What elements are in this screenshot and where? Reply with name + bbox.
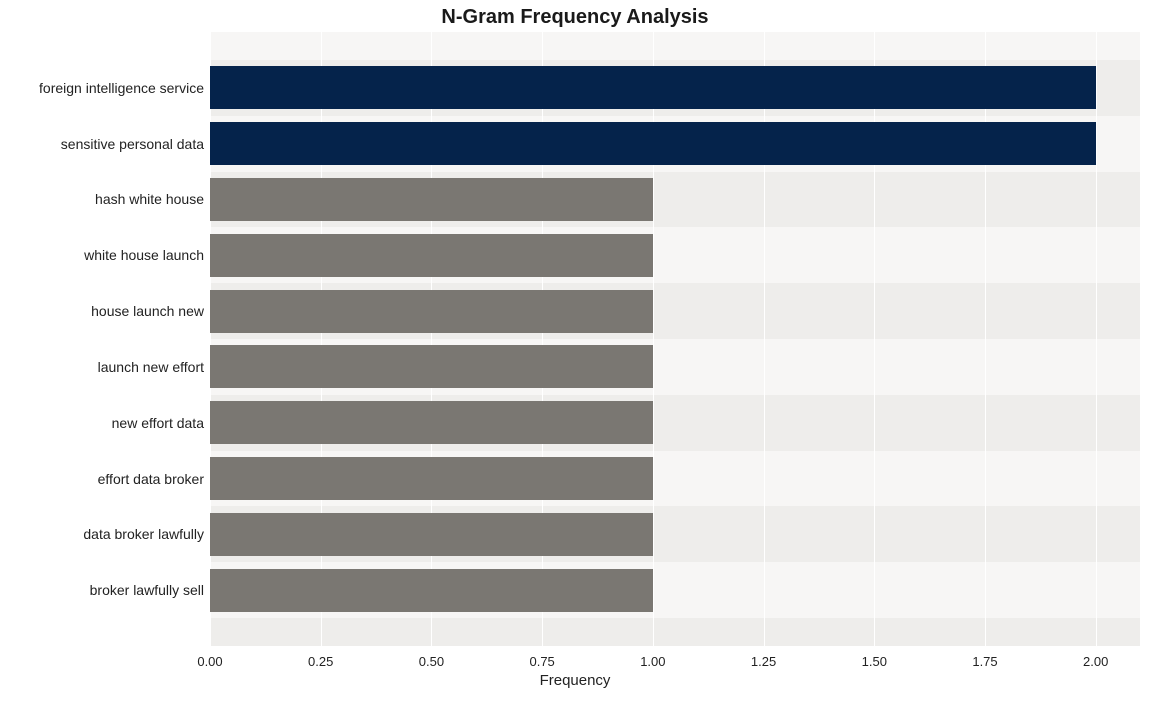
y-tick-label: broker lawfully sell: [90, 582, 204, 598]
x-tick-label: 1.00: [640, 654, 665, 669]
bar: [210, 569, 653, 612]
x-tick-label: 0.50: [419, 654, 444, 669]
bar: [210, 401, 653, 444]
y-tick-label: launch new effort: [98, 359, 204, 375]
chart-title: N-Gram Frequency Analysis: [0, 6, 1150, 29]
x-tick-label: 1.50: [862, 654, 887, 669]
bar: [210, 345, 653, 388]
x-tick-label: 0.25: [308, 654, 333, 669]
row-band: [210, 618, 1140, 646]
y-tick-label: foreign intelligence service: [39, 80, 204, 96]
bar: [210, 234, 653, 277]
bar: [210, 66, 1096, 109]
ngram-frequency-chart: N-Gram Frequency Analysis Frequency 0.00…: [0, 0, 1150, 701]
x-tick-label: 1.25: [751, 654, 776, 669]
bar: [210, 178, 653, 221]
y-tick-label: data broker lawfully: [83, 526, 204, 542]
y-tick-label: house launch new: [91, 303, 204, 319]
row-band: [210, 32, 1140, 60]
x-axis-title: Frequency: [0, 672, 1150, 689]
y-tick-label: sensitive personal data: [61, 136, 204, 152]
bar: [210, 122, 1096, 165]
bar: [210, 457, 653, 500]
y-tick-label: white house launch: [84, 247, 204, 263]
y-tick-label: effort data broker: [98, 471, 204, 487]
bar: [210, 513, 653, 556]
x-tick-label: 0.00: [197, 654, 222, 669]
y-tick-label: new effort data: [112, 415, 204, 431]
x-tick-label: 0.75: [529, 654, 554, 669]
bar: [210, 290, 653, 333]
gridline: [1096, 32, 1097, 646]
plot-area: [210, 32, 1140, 646]
x-tick-label: 2.00: [1083, 654, 1108, 669]
x-tick-label: 1.75: [972, 654, 997, 669]
y-tick-label: hash white house: [95, 191, 204, 207]
